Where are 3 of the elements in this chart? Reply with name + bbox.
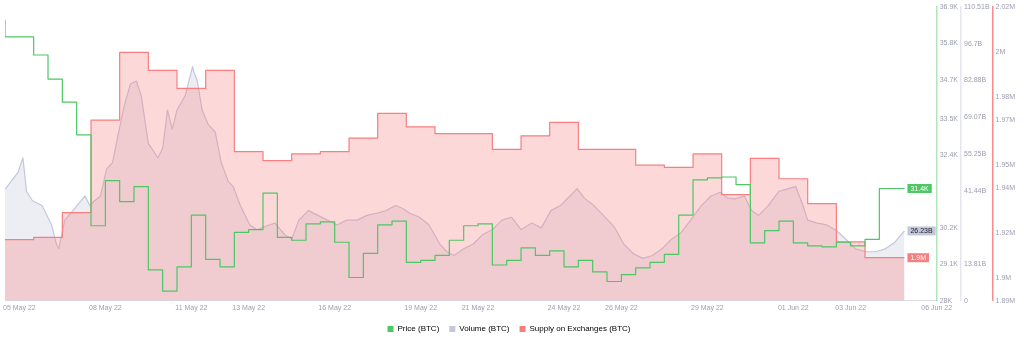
legend-label: Price (BTC) — [397, 324, 440, 334]
legend-label: Supply on Exchanges (BTC) — [529, 324, 631, 334]
legend-label: Volume (BTC) — [459, 324, 510, 334]
